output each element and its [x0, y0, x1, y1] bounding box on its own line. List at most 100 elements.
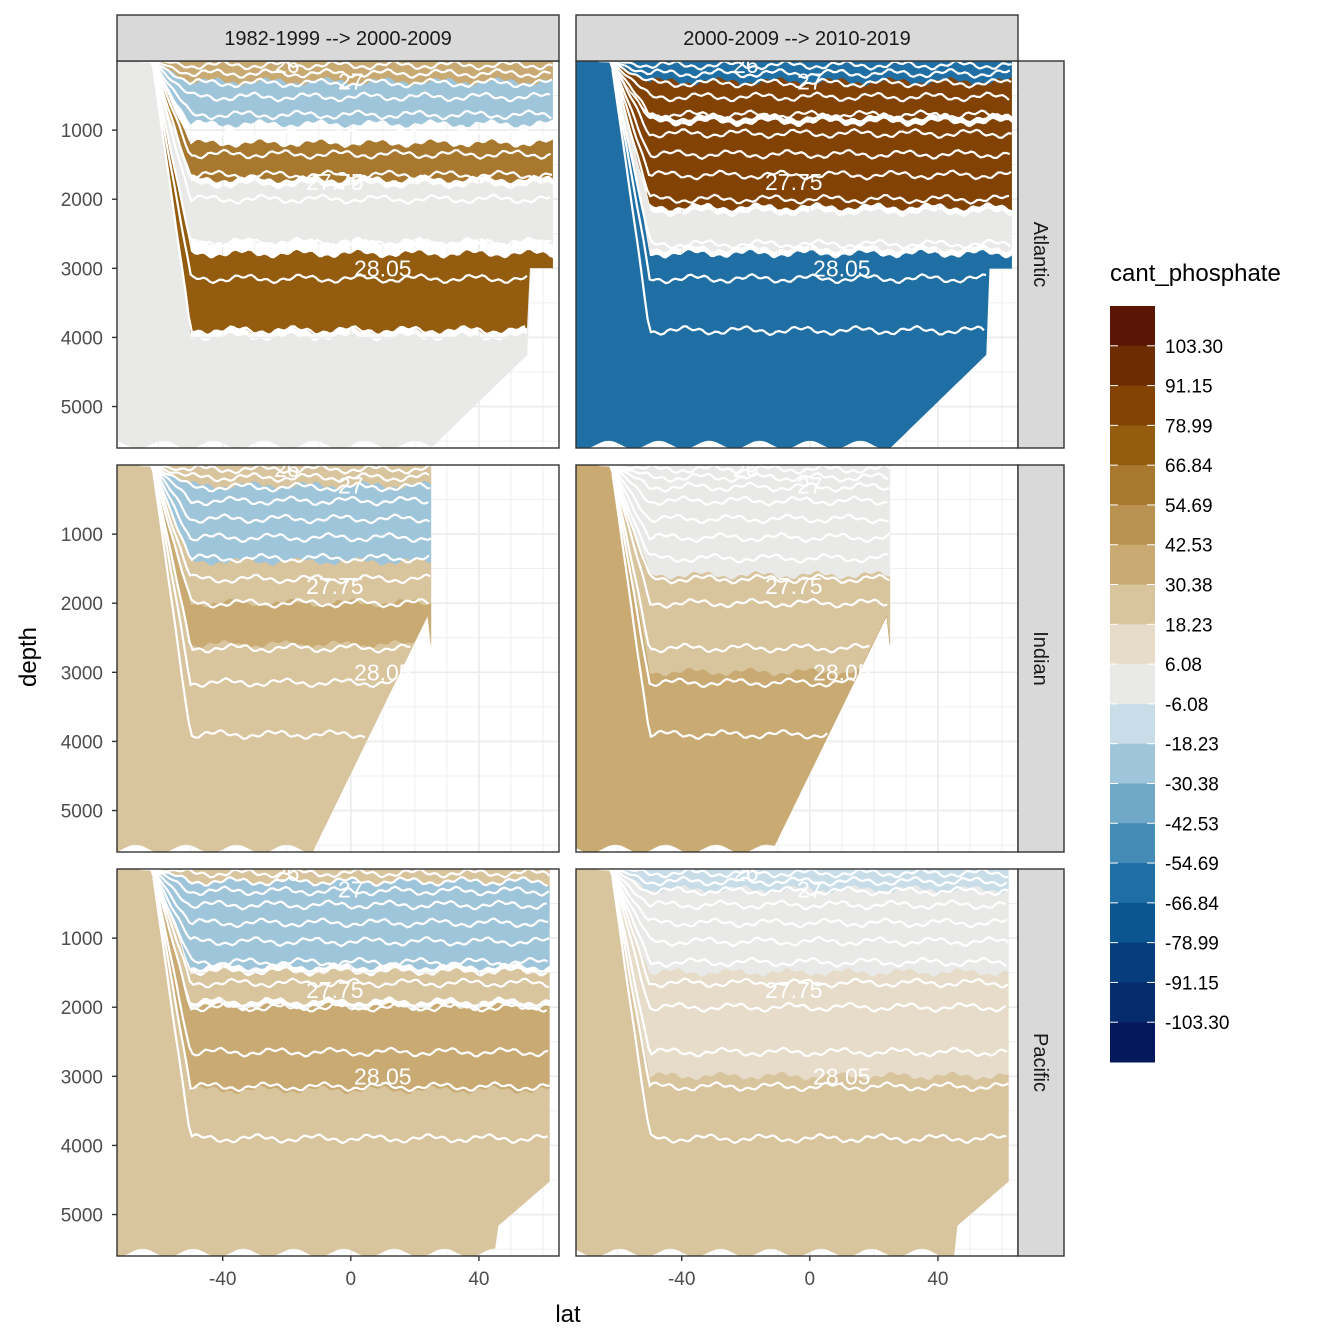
isopycnal-line: [142, 869, 550, 897]
isopycnal-line: [601, 869, 1009, 897]
isopycnal-line: [606, 61, 1011, 161]
isopycnal-line: [606, 465, 889, 564]
panel-isopycnals: 26 27 27.75 28.05: [598, 869, 1010, 1145]
isopycnal-line: [610, 465, 856, 689]
x-tick-label: 40: [927, 1269, 948, 1290]
isopycnal-label: 28.05: [354, 255, 412, 281]
legend-label: -78.99: [1165, 934, 1219, 955]
legend-label: -66.84: [1165, 894, 1219, 915]
legend-label: -42.53: [1165, 814, 1219, 835]
x-tick-label: 40: [468, 1269, 489, 1290]
isopycnal-line: [599, 869, 1008, 888]
isopycnal-label: 27: [797, 877, 823, 903]
isopycnal-line: [607, 61, 1012, 181]
isopycnal-label: 26: [274, 860, 300, 886]
legend-label: 6.08: [1165, 655, 1202, 676]
isopycnal-line: [149, 61, 551, 205]
isopycnal-line: [149, 465, 411, 654]
y-tick-label: 1000: [61, 525, 103, 546]
legend-swatch: [1110, 624, 1155, 665]
legend-swatch: [1110, 584, 1155, 625]
y-tick-label: 4000: [61, 1136, 103, 1157]
column-strip-label: 1982-1999 --> 2000-2009: [224, 28, 451, 50]
legend-label: 103.30: [1165, 337, 1223, 358]
legend-swatch: [1110, 783, 1155, 824]
layer-fill: [117, 869, 550, 1005]
legend-label: 42.53: [1165, 536, 1213, 557]
isopycnal-line: [608, 869, 1008, 1058]
isopycnal-line: [148, 465, 431, 585]
row-strip-label: Indian: [1029, 631, 1051, 686]
isopycnal-line: [148, 869, 550, 989]
isopycnal-label: 28.05: [813, 255, 871, 281]
row-strip-label: Atlantic: [1029, 222, 1051, 288]
column-strip-box: [116, 14, 560, 62]
x-tick-label: -40: [209, 1269, 236, 1290]
isopycnal-label: 27: [797, 473, 823, 499]
legend-swatch: [1110, 306, 1155, 347]
column-strip-box: [575, 14, 1019, 62]
row-strip: Pacific: [1017, 868, 1065, 1257]
isopycnal-line: [599, 465, 889, 483]
y-tick-label: 2000: [61, 190, 103, 211]
isopycnal-line: [139, 869, 551, 879]
isopycnal-line: [144, 465, 431, 525]
isopycnal-label: 26: [733, 456, 759, 482]
isopycnal-line: [601, 465, 890, 493]
legend-label: 66.84: [1165, 456, 1213, 477]
isopycnal-line: [602, 869, 1007, 911]
isopycnal-line: [147, 465, 430, 564]
y-tick-label: 5000: [61, 398, 103, 419]
isopycnal-line: [603, 61, 1011, 121]
isopycnal-line: [140, 465, 430, 483]
x-axis-title: lat: [555, 1301, 581, 1328]
isopycnal-line: [608, 61, 1012, 250]
isopycnal-line: [598, 465, 891, 475]
isopycnal-label: 27: [338, 69, 364, 95]
isopycnal-line: [608, 465, 888, 609]
y-tick-label: 4000: [61, 328, 103, 349]
panel-border: [116, 868, 560, 1257]
legend-swatch: [1110, 465, 1155, 506]
panel-fills: [576, 869, 1009, 1256]
legend-label: 91.15: [1165, 377, 1213, 398]
layer-fill: [117, 61, 553, 448]
isopycnal-line: [143, 869, 547, 911]
y-axis-title: depth: [15, 627, 42, 687]
isopycnal-label: 27: [338, 473, 364, 499]
legend-swatch: [1110, 942, 1155, 983]
panel-atlantic-1: 26 27 27.75 28.05: [116, 60, 560, 449]
y-tick-label: 1000: [61, 121, 103, 142]
isopycnal-line: [599, 61, 1011, 80]
isopycnal-line: [139, 61, 553, 71]
x-tick-label: -40: [668, 1269, 695, 1290]
isopycnal-line: [601, 61, 1012, 89]
isopycnal-line: [598, 61, 1012, 71]
legend-swatch: [1110, 385, 1155, 426]
panel-pacific-2: 26 27 27.75 28.05: [575, 868, 1019, 1257]
isopycnal-line: [140, 869, 548, 887]
row-strip-box: [1017, 464, 1065, 853]
legend-label: -30.38: [1165, 774, 1219, 795]
isopycnal-line: [140, 61, 551, 79]
isopycnal-label: 26: [733, 52, 759, 78]
isopycnal-line: [607, 465, 890, 585]
isopycnal-line: [139, 465, 432, 475]
y-tick-label: 3000: [61, 259, 103, 280]
panel-isopycnals: 26 27 27.75 28.05: [139, 61, 554, 337]
isopycnal-label: 27.75: [306, 169, 364, 195]
panel-isopycnals: 26 27 27.75 28.05: [598, 52, 1012, 337]
isopycnal-line: [604, 465, 891, 544]
isopycnal-label: 27: [797, 69, 823, 95]
isopycnal-label: 27: [338, 877, 364, 903]
isopycnal-line: [149, 465, 429, 609]
legend: cant_phosphate 103.30 91.15 78.99 66.84 54.6…: [1110, 260, 1281, 1063]
isopycnal-line: [610, 869, 1009, 1093]
isopycnal-line: [602, 61, 1010, 103]
panel-fills: [117, 61, 553, 448]
legend-title: cant_phosphate: [1110, 260, 1281, 287]
row-strip-label: Pacific: [1029, 1033, 1051, 1092]
isopycnal-line: [147, 61, 552, 160]
isopycnal-label: 26: [274, 456, 300, 482]
isopycnal-label: 28.05: [354, 659, 412, 685]
